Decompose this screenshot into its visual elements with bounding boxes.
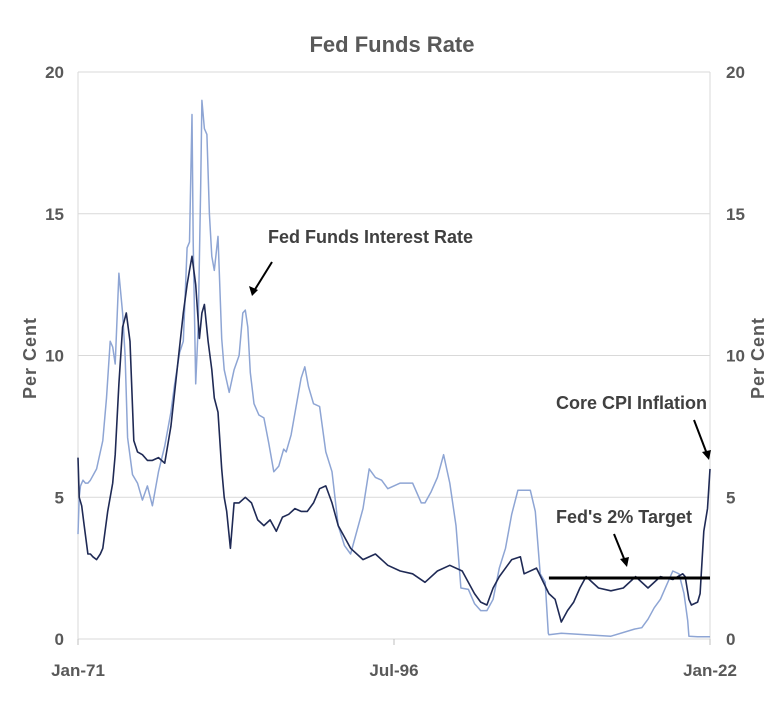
annotation-arrow-fed-funds-rate [253, 261, 273, 292]
y-tick-label-left: 10 [45, 347, 64, 366]
y-tick-label-right: 5 [726, 488, 735, 507]
y-axis-label-left: Per Cent [20, 317, 40, 399]
annotation-fed-funds-rate: Fed Funds Interest Rate [268, 227, 473, 247]
annotation-arrow-core-cpi [693, 419, 708, 455]
chart-title: Fed Funds Rate [309, 32, 474, 57]
annotation-arrowhead-fed-target [620, 557, 629, 567]
x-tick-label: Jul-96 [369, 661, 418, 680]
annotation-fed-target: Fed's 2% Target [556, 507, 692, 527]
series-line-core-cpi-inflation [77, 255, 711, 623]
annotation-arrowhead-core-cpi [702, 450, 711, 460]
y-tick-label-right: 15 [726, 205, 745, 224]
y-tick-label-left: 15 [45, 205, 64, 224]
y-tick-label-left: 20 [45, 63, 64, 82]
annotation-arrowhead-fed-funds-rate [249, 286, 258, 296]
y-tick-label-left: 0 [55, 630, 64, 649]
annotation-core-cpi: Core CPI Inflation [556, 393, 707, 413]
y-tick-label-right: 20 [726, 63, 745, 82]
y-tick-label-left: 5 [55, 488, 64, 507]
gridlines [77, 71, 711, 645]
y-tick-label-right: 10 [726, 347, 745, 366]
tick-labels: 0 0 5 5 10 10 15 15 20 20 Jan-71 Jul-96 Jan-22 [45, 63, 745, 680]
x-tick-label: Jan-22 [683, 661, 737, 680]
series-group [77, 99, 711, 638]
y-tick-label-right: 0 [726, 630, 735, 649]
y-axis-label-right: Per Cent [748, 317, 768, 399]
annotation-arrow-fed-target [613, 533, 626, 562]
series-line-fed-funds-interest-rate [77, 99, 710, 638]
x-tick-label: Jan-71 [51, 661, 105, 680]
